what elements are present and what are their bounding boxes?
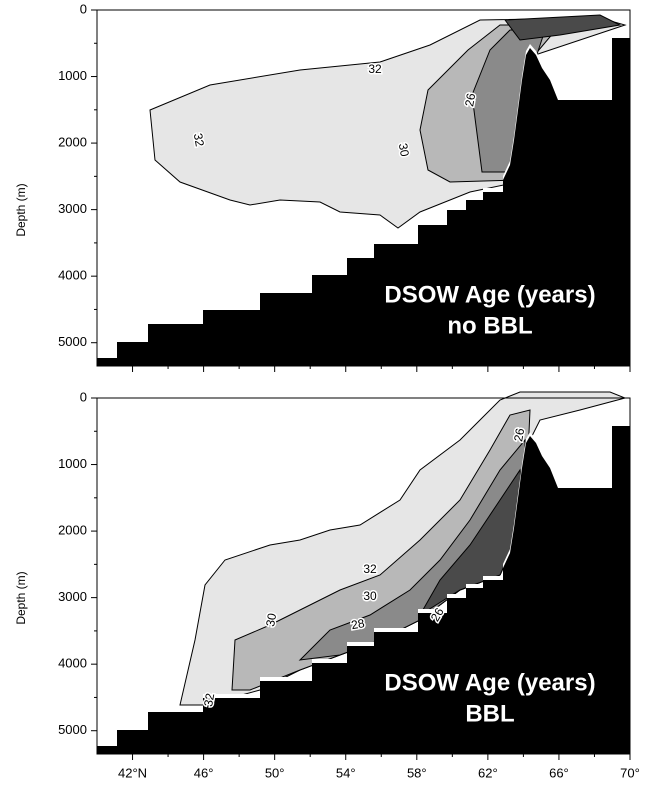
y-tick-label: 1000 — [58, 68, 87, 83]
panel-annotation: no BBL — [447, 312, 532, 339]
y-tick-label: 0 — [80, 1, 87, 16]
y-tick-label: 4000 — [58, 656, 87, 671]
x-tick-label: 42°N — [118, 765, 147, 780]
y-tick-label: 0 — [80, 389, 87, 404]
x-tick-label: 62° — [478, 765, 498, 780]
contour-label: 28 — [350, 616, 366, 632]
y-tick-label: 1000 — [58, 456, 87, 471]
y-tick-label: 2000 — [58, 523, 87, 538]
panel: 32 32 26 30 0 1000 2000 3000 4000 5000 Depth (m) DS… — [14, 1, 631, 372]
y-axis-label: Depth (m) — [14, 183, 28, 236]
topography — [97, 38, 630, 366]
contour-label: 32 — [368, 62, 382, 76]
contour-label: 30 — [396, 142, 412, 158]
contour-band — [504, 14, 622, 41]
contour-label: 32 — [191, 132, 207, 148]
contour-label: 30 — [263, 612, 279, 628]
plot-frame — [96, 397, 631, 755]
y-axis-label: Depth (m) — [14, 571, 28, 624]
contour-label: 32 — [201, 692, 217, 708]
y-tick-label: 2000 — [58, 135, 87, 150]
x-tick-label: 58° — [407, 765, 427, 780]
contour-label: 26 — [462, 92, 478, 108]
topography — [97, 426, 630, 754]
y-tick-label: 3000 — [58, 589, 87, 604]
y-tick-label: 3000 — [58, 201, 87, 216]
contour-label: 32 — [363, 562, 377, 576]
x-tick-label: 66° — [549, 765, 569, 780]
plot-frame — [96, 9, 631, 367]
x-tick-label: 50° — [265, 765, 285, 780]
contour-label: 26 — [511, 427, 527, 443]
y-tick-label: 5000 — [58, 722, 87, 737]
x-tick-label: 54° — [336, 765, 356, 780]
contour-label: 30 — [363, 589, 377, 603]
panel-annotation: DSOW Age (years) — [384, 669, 595, 696]
x-tick-label: 46° — [194, 765, 214, 780]
x-tick-label: 70° — [620, 765, 640, 780]
y-tick-label: 4000 — [58, 268, 87, 283]
panel-annotation: DSOW Age (years) — [384, 281, 595, 308]
panel-annotation: BBL — [465, 700, 514, 727]
y-tick-label: 5000 — [58, 334, 87, 349]
